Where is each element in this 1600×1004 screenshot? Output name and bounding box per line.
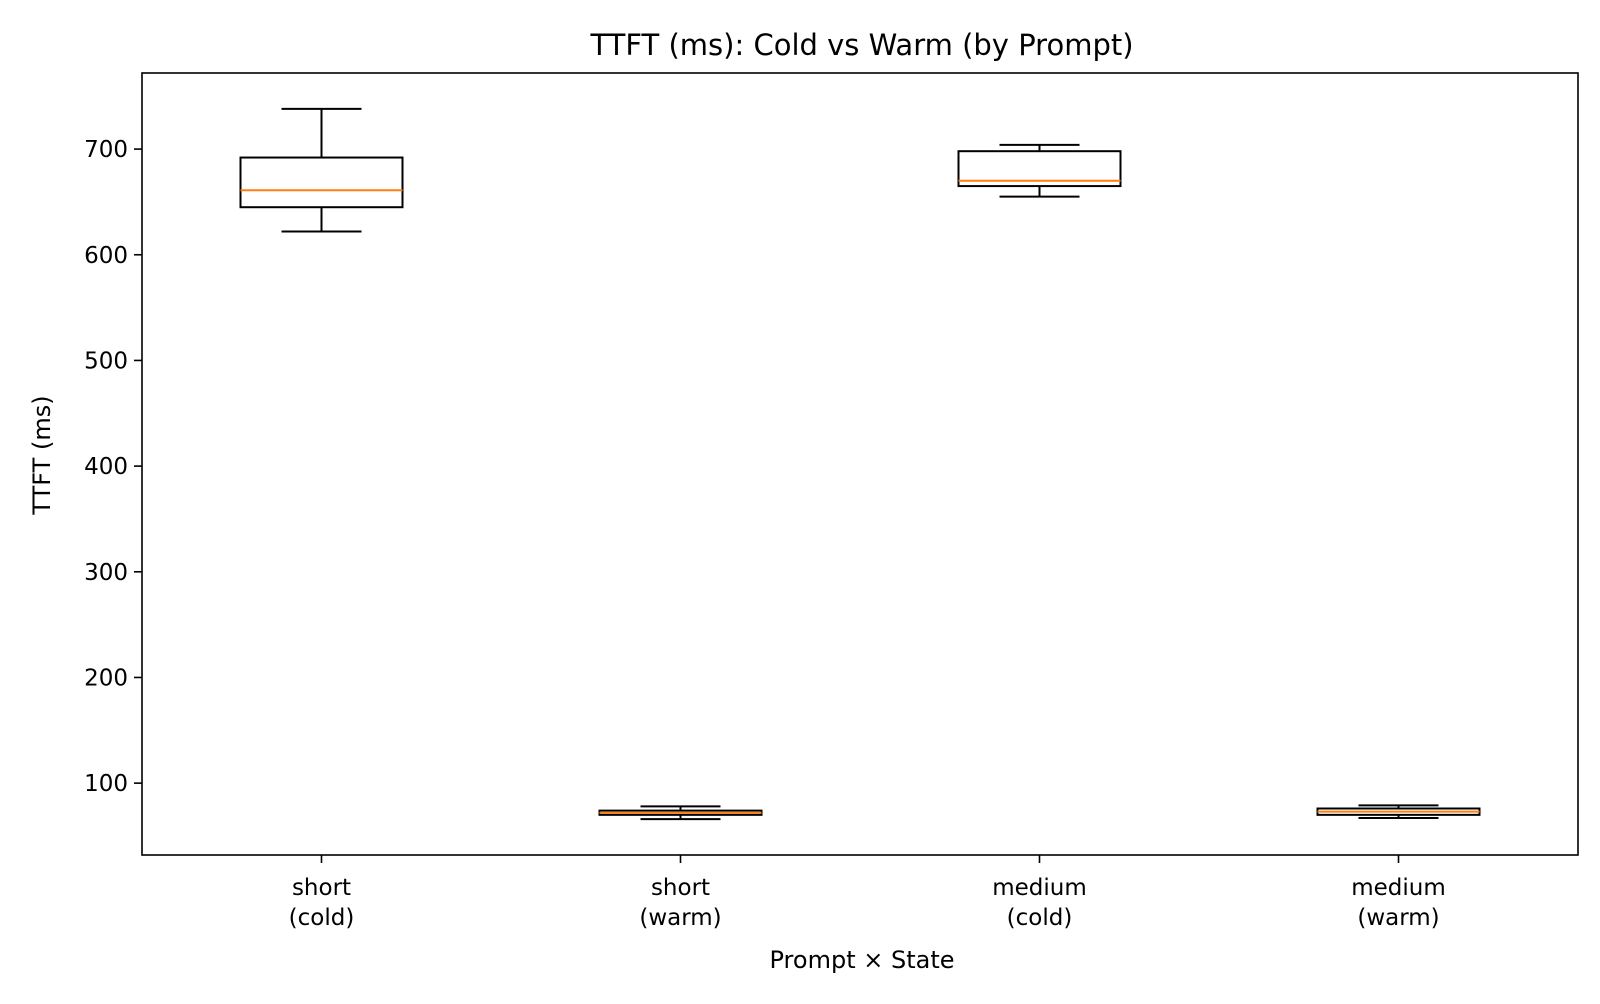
x-tick-label: (cold) <box>289 905 355 931</box>
x-axis-label: Prompt × State <box>770 946 955 974</box>
box-iqr <box>239 156 404 209</box>
x-tick-label: medium <box>992 875 1087 901</box>
x-tick-label: short <box>651 875 710 901</box>
y-tick-label: 100 <box>84 771 128 797</box>
x-tick-label: (warm) <box>639 905 721 931</box>
plot-frame <box>141 72 1579 856</box>
chart-title: TTFT (ms): Cold vs Warm (by Prompt) <box>589 28 1133 62</box>
x-tick-label: short <box>292 875 351 901</box>
x-tick-label: (cold) <box>1007 905 1073 931</box>
x-tick-label: medium <box>1351 875 1446 901</box>
y-tick-label: 500 <box>84 348 128 374</box>
box-iqr <box>957 150 1122 188</box>
y-tick-label: 200 <box>84 665 128 691</box>
y-tick-label: 400 <box>84 454 128 480</box>
y-tick-label: 700 <box>84 137 128 163</box>
y-axis-label: TTFT (ms) <box>28 395 56 515</box>
plot-area: 100 200 300 400 500 600 700 short (cold) short (wa… <box>84 107 1481 931</box>
y-tick-label: 300 <box>84 560 128 586</box>
y-tick-label: 600 <box>84 243 128 269</box>
x-tick-label: (warm) <box>1357 905 1439 931</box>
